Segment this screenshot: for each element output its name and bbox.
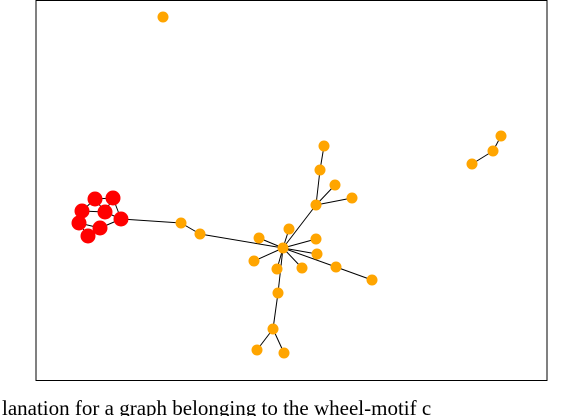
node <box>248 255 260 267</box>
node <box>271 263 283 275</box>
node <box>310 199 322 211</box>
node <box>495 130 507 142</box>
node <box>157 11 169 23</box>
node <box>194 228 206 240</box>
edge <box>120 218 182 224</box>
node <box>267 323 279 335</box>
node <box>487 145 499 157</box>
node <box>272 287 284 299</box>
explanation-node <box>74 203 90 219</box>
explanation-node <box>92 220 108 236</box>
node <box>251 344 263 356</box>
node <box>329 179 341 191</box>
explanation-node <box>80 228 96 244</box>
edges <box>78 135 502 354</box>
node <box>311 248 323 260</box>
explanation-node <box>105 190 121 206</box>
edge <box>315 197 353 206</box>
explanation-node <box>87 191 103 207</box>
node <box>277 242 289 254</box>
edge <box>282 204 317 249</box>
node <box>283 223 295 235</box>
explanation-node <box>71 215 87 231</box>
edge <box>282 247 337 268</box>
edge <box>272 292 279 330</box>
node <box>278 347 290 359</box>
edge <box>282 247 318 255</box>
node <box>366 274 378 286</box>
edge <box>335 266 373 281</box>
node <box>314 164 326 176</box>
explanation-node <box>97 204 113 220</box>
node <box>296 262 308 274</box>
edge <box>199 233 284 249</box>
node <box>310 233 322 245</box>
plot-frame <box>35 0 548 381</box>
edge <box>315 169 321 206</box>
node <box>330 261 342 273</box>
node <box>346 192 358 204</box>
caption: lanation for a graph belonging to the wh… <box>2 396 431 416</box>
edge <box>282 238 317 249</box>
explanation-node <box>113 211 129 227</box>
node <box>253 232 265 244</box>
node <box>175 217 187 229</box>
node <box>318 140 330 152</box>
node <box>466 158 478 170</box>
nodes <box>71 11 507 359</box>
